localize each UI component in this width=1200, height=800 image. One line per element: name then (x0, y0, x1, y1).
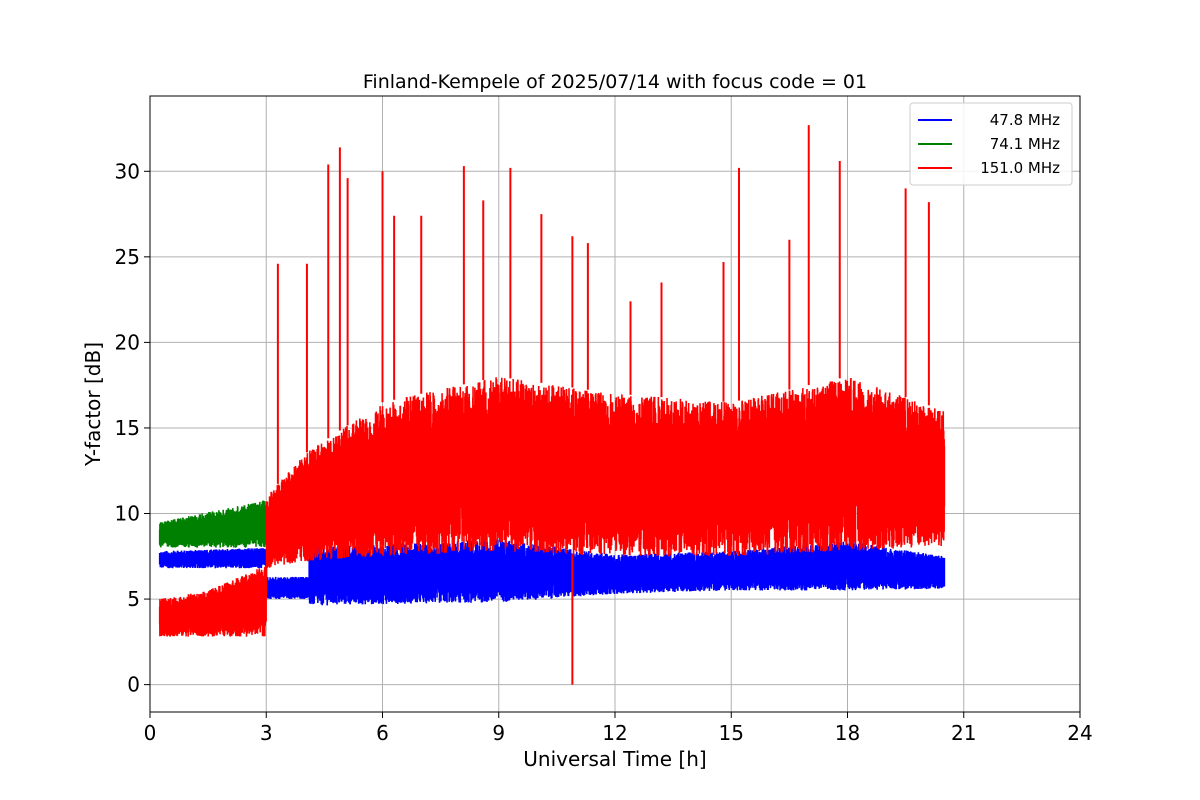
y-tick-label: 20 (115, 330, 140, 354)
x-axis-ticks: 0 3 6 9 12 15 18 21 24 (144, 712, 1093, 745)
y-axis-ticks: 0 5 10 15 20 25 30 (115, 159, 150, 697)
x-tick-label: 18 (835, 721, 860, 745)
y-tick-label: 25 (115, 245, 140, 269)
x-axis-label: Universal Time [h] (523, 747, 706, 771)
series-1 (158, 500, 268, 548)
x-tick-label: 9 (492, 721, 505, 745)
x-tick-label: 6 (376, 721, 389, 745)
legend: 47.8 MHz 74.1 MHz 151.0 MHz (909, 102, 1073, 186)
legend-box (909, 102, 1073, 186)
series-0 (158, 539, 946, 606)
y-tick-label: 5 (127, 587, 140, 611)
x-tick-label: 3 (260, 721, 273, 745)
series-trace (158, 500, 268, 548)
y-tick-label: 15 (115, 416, 140, 440)
series-trace (158, 539, 946, 606)
x-tick-label: 21 (951, 721, 976, 745)
y-tick-label: 10 (115, 502, 140, 526)
legend-label: 74.1 MHz (990, 135, 1060, 153)
x-tick-label: 15 (719, 721, 744, 745)
chart-title: Finland-Kempele of 2025/07/14 with focus… (363, 71, 867, 93)
y-axis-label: Y-factor [dB] (81, 342, 105, 467)
legend-label: 151.0 MHz (980, 159, 1060, 177)
series-2 (158, 125, 946, 685)
x-tick-label: 24 (1067, 721, 1092, 745)
series-trace (158, 377, 946, 637)
series-bands (158, 125, 946, 685)
x-tick-label: 0 (144, 721, 157, 745)
legend-label: 47.8 MHz (990, 111, 1060, 129)
x-tick-label: 12 (602, 721, 627, 745)
y-tick-label: 30 (115, 159, 140, 183)
y-tick-label: 0 (127, 673, 140, 697)
